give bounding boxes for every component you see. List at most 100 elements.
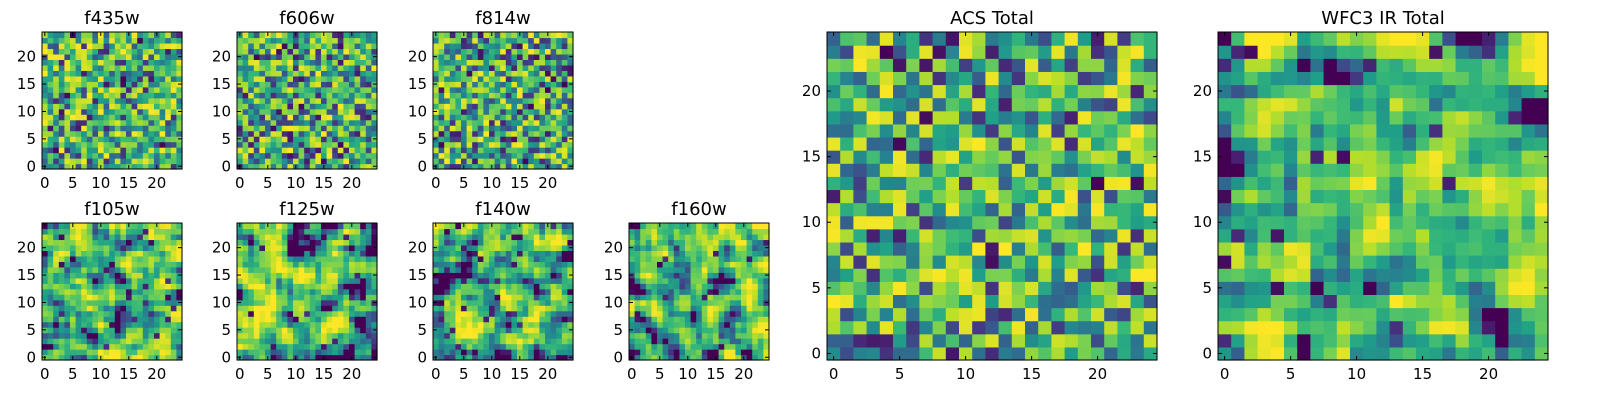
- y-tick-label: 5: [417, 321, 427, 339]
- heatmap-cell: [114, 327, 121, 334]
- heatmap-cell: [500, 114, 507, 121]
- heatmap-cell: [176, 92, 183, 99]
- heatmap-cell: [75, 244, 82, 251]
- heatmap-cell: [741, 283, 748, 290]
- heatmap-cell: [165, 158, 172, 165]
- heatmap-cell: [53, 136, 60, 143]
- heatmap-cell: [696, 255, 703, 262]
- heatmap-cell: [640, 316, 647, 323]
- heatmap-cell: [651, 283, 658, 290]
- heatmap-cell: [556, 130, 563, 137]
- heatmap-cell: [270, 147, 277, 154]
- heatmap-cell: [304, 354, 311, 361]
- heatmap-cell: [248, 327, 255, 334]
- heatmap-cell: [75, 125, 82, 132]
- heatmap-cell: [176, 70, 183, 77]
- heatmap-cell: [729, 354, 736, 361]
- heatmap-cell: [707, 327, 714, 334]
- heatmap-cell: [92, 223, 99, 230]
- heatmap-cell: [270, 119, 277, 126]
- heatmap-cell: [489, 288, 496, 295]
- heatmap-cell: [293, 130, 300, 137]
- heatmap-cell: [718, 316, 725, 323]
- heatmap-cell: [477, 53, 484, 60]
- heatmap-cell: [752, 288, 759, 295]
- heatmap-cell: [114, 158, 121, 165]
- heatmap-cell: [455, 119, 462, 126]
- heatmap-cell: [522, 283, 529, 290]
- heatmap-cell: [701, 261, 708, 268]
- heatmap-cell: [42, 321, 49, 328]
- heatmap-cell: [81, 70, 88, 77]
- heatmap-cell: [98, 136, 105, 143]
- heatmap-cell: [126, 305, 133, 312]
- heatmap-cell: [131, 147, 138, 154]
- heatmap-cell: [142, 255, 149, 262]
- heatmap-cell: [657, 299, 664, 306]
- heatmap-cell: [483, 250, 490, 257]
- heatmap-cell: [75, 53, 82, 60]
- heatmap-cell: [109, 228, 116, 235]
- heatmap-cell: [629, 266, 636, 273]
- heatmap-cell: [304, 244, 311, 251]
- heatmap-cell: [64, 294, 71, 301]
- heatmap-cell: [827, 294, 841, 309]
- heatmap-cell: [248, 130, 255, 137]
- heatmap-cell: [455, 310, 462, 317]
- heatmap-cell: [522, 310, 529, 317]
- heatmap-cell: [237, 277, 244, 284]
- heatmap-cell: [511, 125, 518, 132]
- heatmap-cell: [265, 37, 272, 44]
- heatmap-cell: [92, 119, 99, 126]
- heatmap-cell: [483, 32, 490, 39]
- heatmap-cell: [472, 294, 479, 301]
- heatmap-cell: [539, 316, 546, 323]
- heatmap-cell: [1064, 241, 1079, 256]
- heatmap-cell: [746, 327, 753, 334]
- heatmap-cell: [293, 250, 300, 257]
- heatmap-cell: [701, 233, 708, 241]
- heatmap-cell: [746, 261, 753, 268]
- heatmap-cell: [120, 152, 127, 159]
- heatmap-cell: [120, 119, 127, 126]
- heatmap-cell: [298, 97, 305, 104]
- heatmap-cell: [64, 332, 71, 339]
- heatmap-cell: [713, 250, 720, 257]
- heatmap-cell: [444, 327, 451, 334]
- heatmap-cell: [746, 316, 753, 323]
- heatmap-cell: [752, 299, 759, 306]
- heatmap-cell: [365, 272, 372, 279]
- heatmap-cell: [757, 343, 764, 350]
- heatmap-cell: [354, 37, 361, 44]
- heatmap-cell: [64, 338, 71, 345]
- heatmap-cell: [142, 86, 149, 93]
- heatmap-cell: [276, 305, 283, 312]
- heatmap-cell: [673, 250, 680, 257]
- heatmap-cell: [539, 75, 546, 82]
- heatmap-cell: [668, 244, 675, 251]
- heatmap-cell: [53, 283, 60, 290]
- heatmap-cell: [1130, 268, 1145, 282]
- heatmap-cell: [919, 189, 934, 204]
- heatmap-cell: [270, 332, 277, 339]
- heatmap-cell: [337, 64, 344, 71]
- heatmap-cell: [522, 299, 529, 306]
- heatmap-cell: [64, 130, 71, 137]
- heatmap-cell: [321, 141, 328, 148]
- heatmap-cell: [237, 92, 244, 99]
- heatmap-cell: [444, 42, 451, 50]
- heatmap-cell: [360, 75, 367, 82]
- heatmap-cell: [276, 119, 283, 126]
- heatmap-cell: [483, 354, 490, 361]
- heatmap-cell: [472, 53, 479, 60]
- heatmap-cell: [539, 92, 546, 99]
- heatmap-cell: [242, 255, 249, 262]
- heatmap-cell: [690, 343, 697, 350]
- heatmap-cell: [142, 37, 149, 44]
- heatmap-cell: [685, 233, 692, 241]
- heatmap-cell: [103, 294, 110, 301]
- heatmap-cell: [103, 228, 110, 235]
- heatmap-cell: [500, 103, 507, 110]
- heatmap-cell: [1077, 228, 1092, 243]
- heatmap-cell: [522, 53, 529, 60]
